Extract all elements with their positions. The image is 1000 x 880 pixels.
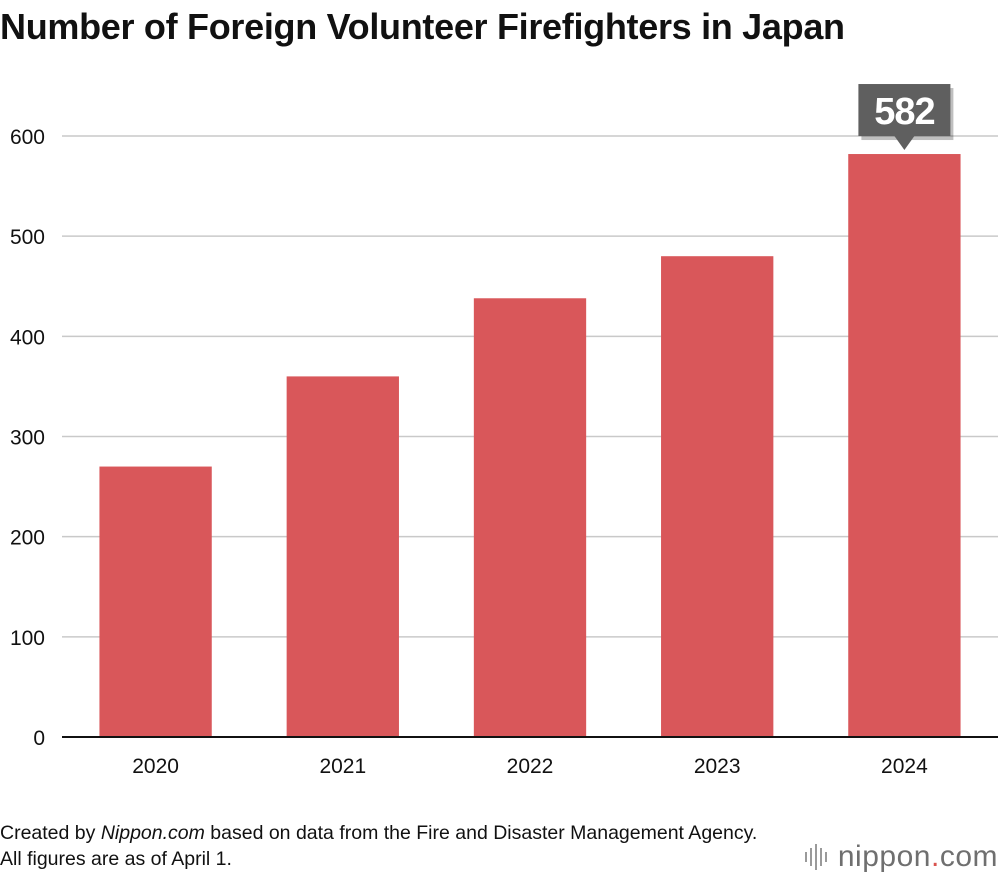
bar [99, 466, 212, 737]
y-tick-label: 300 [10, 427, 45, 450]
y-tick-label: 0 [33, 727, 45, 750]
callout-pointer [894, 136, 915, 151]
x-tick-label: 2021 [319, 755, 366, 778]
footnote-prefix: Created by [0, 822, 101, 844]
value-callout: 582 [858, 84, 954, 151]
callout-value: 582 [874, 91, 934, 133]
source-footnote: Created by Nippon.com based on data from… [0, 820, 760, 872]
chart-title: Number of Foreign Volunteer Firefighters… [0, 6, 845, 47]
nippon-logo: nippon. com [804, 840, 998, 874]
footnote-suffix: based on data from the Fire and Disaster… [0, 822, 758, 870]
y-tick-label: 200 [10, 527, 45, 550]
y-tick-label: 400 [10, 326, 45, 349]
footnote-source-name: Nippon.com [100, 822, 205, 844]
bar [661, 256, 774, 737]
logo-tld: com [939, 840, 998, 873]
x-tick-label: 2024 [881, 755, 928, 778]
axes: 0 100 200 300 400 500 600 2020 2021 2022 2023 2024 [10, 126, 998, 778]
x-tick-label: 2020 [132, 755, 179, 778]
callout-box [858, 84, 951, 137]
y-tick-label: 500 [10, 226, 45, 249]
logo-dot: . [930, 840, 940, 873]
bars [99, 154, 961, 737]
y-tick-label: 600 [10, 126, 45, 149]
logo-text: nippon [837, 840, 931, 873]
bar [473, 298, 587, 737]
x-tick-label: 2023 [694, 755, 741, 778]
y-tick-label: 100 [10, 627, 45, 650]
x-tick-label: 2022 [507, 755, 554, 778]
bar [286, 376, 399, 737]
bar [848, 154, 961, 737]
logo-bars-icon [804, 844, 830, 870]
